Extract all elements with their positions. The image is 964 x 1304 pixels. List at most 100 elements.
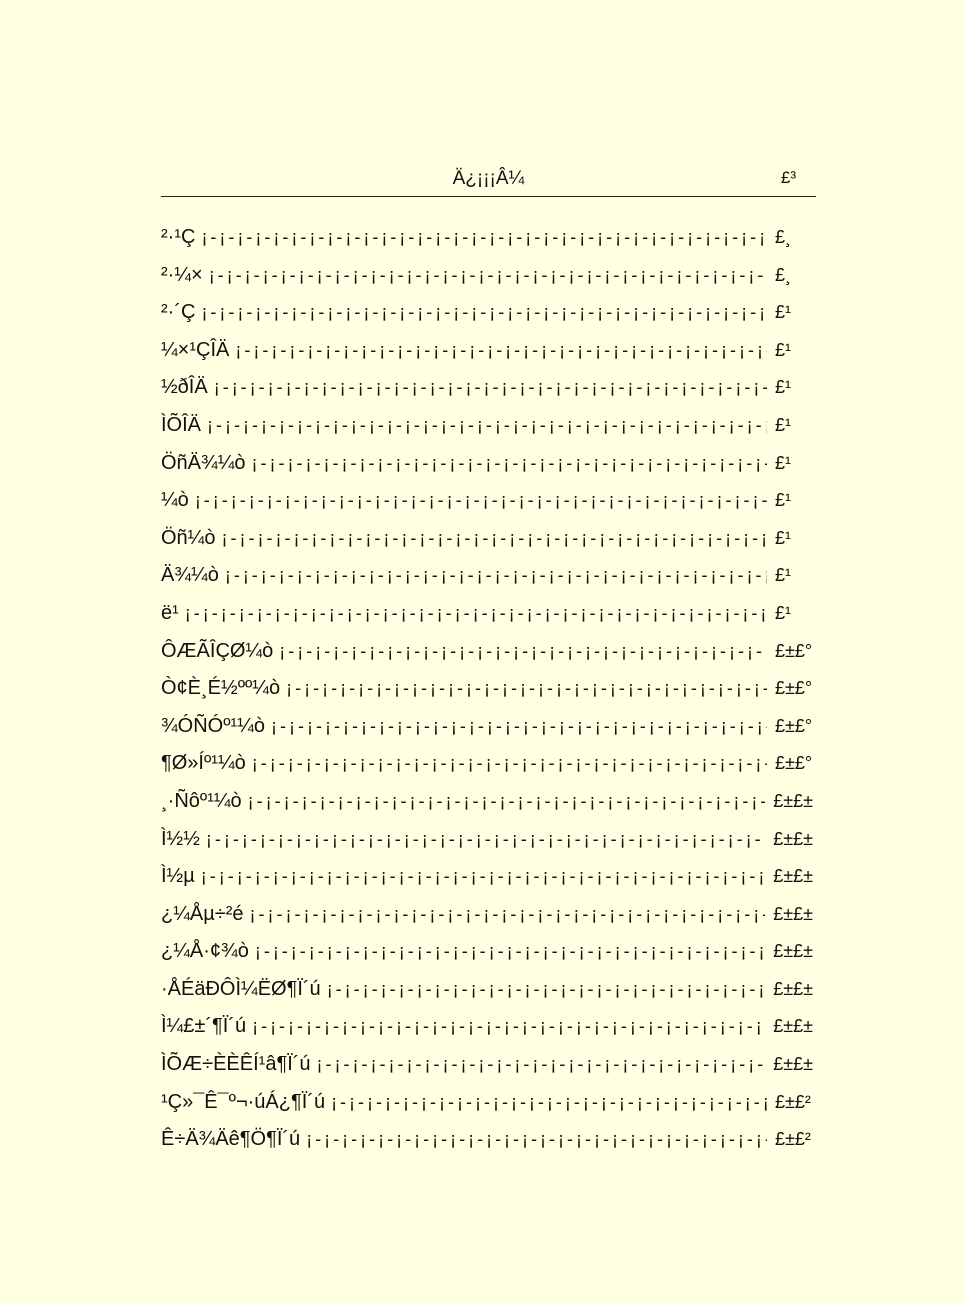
toc-entry[interactable]: Ì¼£±´¶Ï´ú ¡-¡-¡-¡-¡-¡-¡-¡-¡-¡-¡-¡-¡-¡-¡-¡…: [161, 1015, 813, 1053]
toc-entry-label: ¿¼Å·¢¾ò: [161, 940, 249, 963]
toc-entry[interactable]: ²·´Ç ¡-¡-¡-¡-¡-¡-¡-¡-¡-¡-¡-¡-¡-¡-¡-¡-¡-¡-…: [161, 301, 813, 339]
toc-entry-label: ·ÅÉäÐÔÌ¼ËØ¶Ï´ú: [161, 977, 321, 1000]
toc-entry-page: £±£±: [773, 790, 813, 811]
toc-entry[interactable]: Ä¾¼ò ¡-¡-¡-¡-¡-¡-¡-¡-¡-¡-¡-¡-¡-¡-¡-¡-¡-¡-…: [161, 564, 813, 602]
toc-entry-label: Ì½µ: [161, 865, 195, 888]
toc-entry-label: ¼ò: [161, 489, 189, 512]
toc-entry-label: Ì¼£±´¶Ï´ú: [161, 1015, 247, 1038]
dot-leader: ¡-¡-¡-¡-¡-¡-¡-¡-¡-¡-¡-¡-¡-¡-¡-¡-¡-¡-¡-¡-…: [201, 227, 767, 247]
toc-entry[interactable]: Ê÷Ä¾Äê¶Ö¶Ï´ú ¡-¡-¡-¡-¡-¡-¡-¡-¡-¡-¡-¡-¡-¡-…: [161, 1128, 813, 1166]
dot-leader: ¡-¡-¡-¡-¡-¡-¡-¡-¡-¡-¡-¡-¡-¡-¡-¡-¡-¡-¡-¡-…: [221, 527, 767, 548]
header-title: Ä¿¡¡¡Â¼: [452, 168, 525, 189]
toc-entry[interactable]: ¶Ø»Íº¹¼ò ¡-¡-¡-¡-¡-¡-¡-¡-¡-¡-¡-¡-¡-¡-¡-¡-…: [161, 752, 813, 790]
toc-entry[interactable]: ÌÕÆ÷ÈÈÊÍ¹â¶Ï´ú ¡-¡-¡-¡-¡-¡-¡-¡-¡-¡-¡-¡-¡-…: [161, 1053, 813, 1091]
toc-entry-label: ÔÆÃÎÇØ¼ò: [161, 639, 274, 662]
dot-leader: ¡-¡-¡-¡-¡-¡-¡-¡-¡-¡-¡-¡-¡-¡-¡-¡-¡-¡-¡-¡-…: [251, 753, 767, 774]
toc-entry[interactable]: ¿¼Å·¢¾ò ¡-¡-¡-¡-¡-¡-¡-¡-¡-¡-¡-¡-¡-¡-¡-¡-¡…: [161, 940, 813, 978]
toc-entry-page: £¹: [775, 302, 792, 323]
toc-entry-page: £±£±: [773, 866, 813, 887]
toc-entry-page: £±£°: [775, 640, 813, 661]
dot-leader: ¡-¡-¡-¡-¡-¡-¡-¡-¡-¡-¡-¡-¡-¡-¡-¡-¡-¡-¡-¡-…: [194, 490, 767, 511]
toc-entry[interactable]: Ò¢È¸É½ºº¼ò ¡-¡-¡-¡-¡-¡-¡-¡-¡-¡-¡-¡-¡-¡-¡-…: [161, 677, 813, 715]
toc-entry-page: £¹: [775, 377, 792, 398]
toc-entry-page: £±£±: [773, 978, 813, 999]
toc-entry-page: £¹: [775, 602, 792, 623]
toc-entry[interactable]: ¼×¹ÇÎÄ ¡-¡-¡-¡-¡-¡-¡-¡-¡-¡-¡-¡-¡-¡-¡-¡-¡-…: [161, 339, 813, 377]
dot-leader: ¡-¡-¡-¡-¡-¡-¡-¡-¡-¡-¡-¡-¡-¡-¡-¡-¡-¡-¡-¡-…: [251, 452, 767, 473]
toc-entry-page: £±£°: [775, 753, 813, 774]
toc-entry-page: £¸: [775, 264, 792, 285]
dot-leader: ¡-¡-¡-¡-¡-¡-¡-¡-¡-¡-¡-¡-¡-¡-¡-¡-¡-¡-¡-¡-…: [331, 1091, 767, 1112]
dot-leader: ¡-¡-¡-¡-¡-¡-¡-¡-¡-¡-¡-¡-¡-¡-¡-¡-¡-¡-¡-¡-…: [326, 978, 766, 999]
toc-entry-page: £±£°: [775, 678, 813, 699]
toc-entry-page: £±£±: [773, 1054, 813, 1075]
toc-entry[interactable]: ¸·Ñôº¹¼ò ¡-¡-¡-¡-¡-¡-¡-¡-¡-¡-¡-¡-¡-¡-¡-¡-…: [161, 790, 813, 828]
toc-entry-label: ²·´Ç: [161, 301, 196, 324]
toc-entry-label: ¹Ç»¯Ê¯º¬·úÁ¿¶Ï´ú: [161, 1090, 326, 1113]
dot-leader: ¡-¡-¡-¡-¡-¡-¡-¡-¡-¡-¡-¡-¡-¡-¡-¡-¡-¡-¡-¡-…: [286, 678, 767, 699]
dot-leader: ¡-¡-¡-¡-¡-¡-¡-¡-¡-¡-¡-¡-¡-¡-¡-¡-¡-¡-¡-¡-…: [247, 790, 766, 811]
toc-entry-label: ¸·Ñôº¹¼ò: [161, 789, 242, 812]
toc-entry-page: £¹: [775, 452, 792, 473]
toc-entry[interactable]: ·ÅÉäÐÔÌ¼ËØ¶Ï´ú ¡-¡-¡-¡-¡-¡-¡-¡-¡-¡-¡-¡-¡-…: [161, 978, 813, 1016]
toc-entry-label: ë¹: [161, 601, 179, 624]
toc-entry-label: Ä¾¼ò: [161, 564, 219, 587]
toc-entry[interactable]: Ì½½ ¡-¡-¡-¡-¡-¡-¡-¡-¡-¡-¡-¡-¡-¡-¡-¡-¡-¡-¡…: [161, 828, 813, 866]
dot-leader: ¡-¡-¡-¡-¡-¡-¡-¡-¡-¡-¡-¡-¡-¡-¡-¡-¡-¡-¡-¡-…: [306, 1129, 767, 1150]
dot-leader: ¡-¡-¡-¡-¡-¡-¡-¡-¡-¡-¡-¡-¡-¡-¡-¡-¡-¡-¡-¡-…: [184, 602, 767, 623]
toc-entry-label: Ò¢È¸É½ºº¼ò: [161, 677, 281, 700]
toc-entry-label: ÌÕÆ÷ÈÈÊÍ¹â¶Ï´ú: [161, 1053, 311, 1076]
toc-entry[interactable]: ¾ÓÑÓº¹¼ò ¡-¡-¡-¡-¡-¡-¡-¡-¡-¡-¡-¡-¡-¡-¡-¡-…: [161, 715, 813, 753]
toc-entry[interactable]: Öñ¼ò ¡-¡-¡-¡-¡-¡-¡-¡-¡-¡-¡-¡-¡-¡-¡-¡-¡-¡-…: [161, 527, 813, 565]
dot-leader: ¡-¡-¡-¡-¡-¡-¡-¡-¡-¡-¡-¡-¡-¡-¡-¡-¡-¡-¡-¡-…: [252, 1016, 765, 1037]
dot-leader: ¡-¡-¡-¡-¡-¡-¡-¡-¡-¡-¡-¡-¡-¡-¡-¡-¡-¡-¡-¡-…: [213, 377, 767, 398]
dot-leader: ¡-¡-¡-¡-¡-¡-¡-¡-¡-¡-¡-¡-¡-¡-¡-¡-¡-¡-¡-¡-…: [205, 828, 765, 849]
dot-leader: ¡-¡-¡-¡-¡-¡-¡-¡-¡-¡-¡-¡-¡-¡-¡-¡-¡-¡-¡-¡-…: [316, 1054, 766, 1075]
dot-leader: ¡-¡-¡-¡-¡-¡-¡-¡-¡-¡-¡-¡-¡-¡-¡-¡-¡-¡-¡-¡-…: [207, 414, 767, 435]
toc-entry[interactable]: ¹Ç»¯Ê¯º¬·úÁ¿¶Ï´ú ¡-¡-¡-¡-¡-¡-¡-¡-¡-¡-¡-¡-…: [161, 1091, 813, 1129]
toc-entry-page: £¸: [775, 227, 792, 247]
toc-entry-label: ¶Ø»Íº¹¼ò: [161, 752, 246, 775]
toc-entry[interactable]: ë¹ ¡-¡-¡-¡-¡-¡-¡-¡-¡-¡-¡-¡-¡-¡-¡-¡-¡-¡-¡-…: [161, 602, 813, 640]
toc-entry[interactable]: ²·¼× ¡-¡-¡-¡-¡-¡-¡-¡-¡-¡-¡-¡-¡-¡-¡-¡-¡-¡-…: [161, 264, 813, 302]
dot-leader: ¡-¡-¡-¡-¡-¡-¡-¡-¡-¡-¡-¡-¡-¡-¡-¡-¡-¡-¡-¡-…: [201, 302, 767, 323]
toc-entry[interactable]: ¿¼Åµ÷²é ¡-¡-¡-¡-¡-¡-¡-¡-¡-¡-¡-¡-¡-¡-¡-¡-¡…: [161, 903, 813, 941]
toc-entry-page: £¹: [775, 414, 792, 435]
toc-entry-page: £±£°: [775, 715, 813, 736]
toc-entry-page: £±£±: [773, 903, 813, 924]
toc-entry-page: £±£±: [773, 828, 813, 849]
toc-entry-label: ÌÕÎÄ: [161, 413, 202, 436]
toc-entry-label: ²·¼×: [161, 263, 203, 286]
dot-leader: ¡-¡-¡-¡-¡-¡-¡-¡-¡-¡-¡-¡-¡-¡-¡-¡-¡-¡-¡-¡-…: [235, 339, 767, 360]
toc-entry[interactable]: Ì½µ ¡-¡-¡-¡-¡-¡-¡-¡-¡-¡-¡-¡-¡-¡-¡-¡-¡-¡-¡…: [161, 865, 813, 903]
toc-entry[interactable]: ÌÕÎÄ ¡-¡-¡-¡-¡-¡-¡-¡-¡-¡-¡-¡-¡-¡-¡-¡-¡-¡-…: [161, 414, 813, 452]
dot-leader: ¡-¡-¡-¡-¡-¡-¡-¡-¡-¡-¡-¡-¡-¡-¡-¡-¡-¡-¡-¡-…: [254, 941, 765, 962]
toc-entry-page: £¹: [775, 490, 792, 511]
toc-entry-page: £±£²: [775, 1129, 811, 1150]
toc-entry-label: ¼×¹ÇÎÄ: [161, 338, 230, 361]
dot-leader: ¡-¡-¡-¡-¡-¡-¡-¡-¡-¡-¡-¡-¡-¡-¡-¡-¡-¡-¡-¡-…: [271, 715, 767, 736]
toc-entry-page: £±£²: [775, 1091, 811, 1112]
header-page-number: £³: [780, 168, 796, 187]
dot-leader: ¡-¡-¡-¡-¡-¡-¡-¡-¡-¡-¡-¡-¡-¡-¡-¡-¡-¡-¡-¡-…: [249, 903, 766, 924]
dot-leader: ¡-¡-¡-¡-¡-¡-¡-¡-¡-¡-¡-¡-¡-¡-¡-¡-¡-¡-¡-¡-…: [224, 565, 767, 586]
toc-entry-label: Ì½½: [161, 827, 200, 850]
table-of-contents: ²·¹Ç ¡-¡-¡-¡-¡-¡-¡-¡-¡-¡-¡-¡-¡-¡-¡-¡-¡-¡-…: [161, 226, 813, 1166]
toc-entry-label: ¾ÓÑÓº¹¼ò: [161, 714, 266, 737]
toc-entry-label: ¿¼Åµ÷²é: [161, 902, 244, 925]
toc-entry-label: ½ðÎÄ: [161, 376, 208, 399]
toc-entry-label: Öñ¼ò: [161, 526, 216, 549]
toc-entry-page: £±£±: [773, 941, 813, 962]
toc-entry[interactable]: ÔÆÃÎÇØ¼ò ¡-¡-¡-¡-¡-¡-¡-¡-¡-¡-¡-¡-¡-¡-¡-¡-…: [161, 640, 813, 678]
toc-entry-page: £¹: [775, 565, 792, 586]
toc-entry[interactable]: ½ðÎÄ ¡-¡-¡-¡-¡-¡-¡-¡-¡-¡-¡-¡-¡-¡-¡-¡-¡-¡-…: [161, 376, 813, 414]
toc-entry-page: £¹: [775, 339, 792, 360]
toc-entry[interactable]: ²·¹Ç ¡-¡-¡-¡-¡-¡-¡-¡-¡-¡-¡-¡-¡-¡-¡-¡-¡-¡-…: [161, 226, 813, 264]
toc-entry-label: ÖñÄ¾¼ò: [161, 451, 246, 474]
toc-entry-label: Ê÷Ä¾Äê¶Ö¶Ï´ú: [161, 1128, 301, 1151]
toc-entry-page: £±£±: [773, 1016, 813, 1037]
toc-entry[interactable]: ÖñÄ¾¼ò ¡-¡-¡-¡-¡-¡-¡-¡-¡-¡-¡-¡-¡-¡-¡-¡-¡-…: [161, 452, 813, 490]
running-header: Ä¿¡¡¡Â¼ £³: [161, 166, 816, 197]
toc-entry[interactable]: ¼ò ¡-¡-¡-¡-¡-¡-¡-¡-¡-¡-¡-¡-¡-¡-¡-¡-¡-¡-¡-…: [161, 489, 813, 527]
dot-leader: ¡-¡-¡-¡-¡-¡-¡-¡-¡-¡-¡-¡-¡-¡-¡-¡-¡-¡-¡-¡-…: [208, 264, 767, 285]
